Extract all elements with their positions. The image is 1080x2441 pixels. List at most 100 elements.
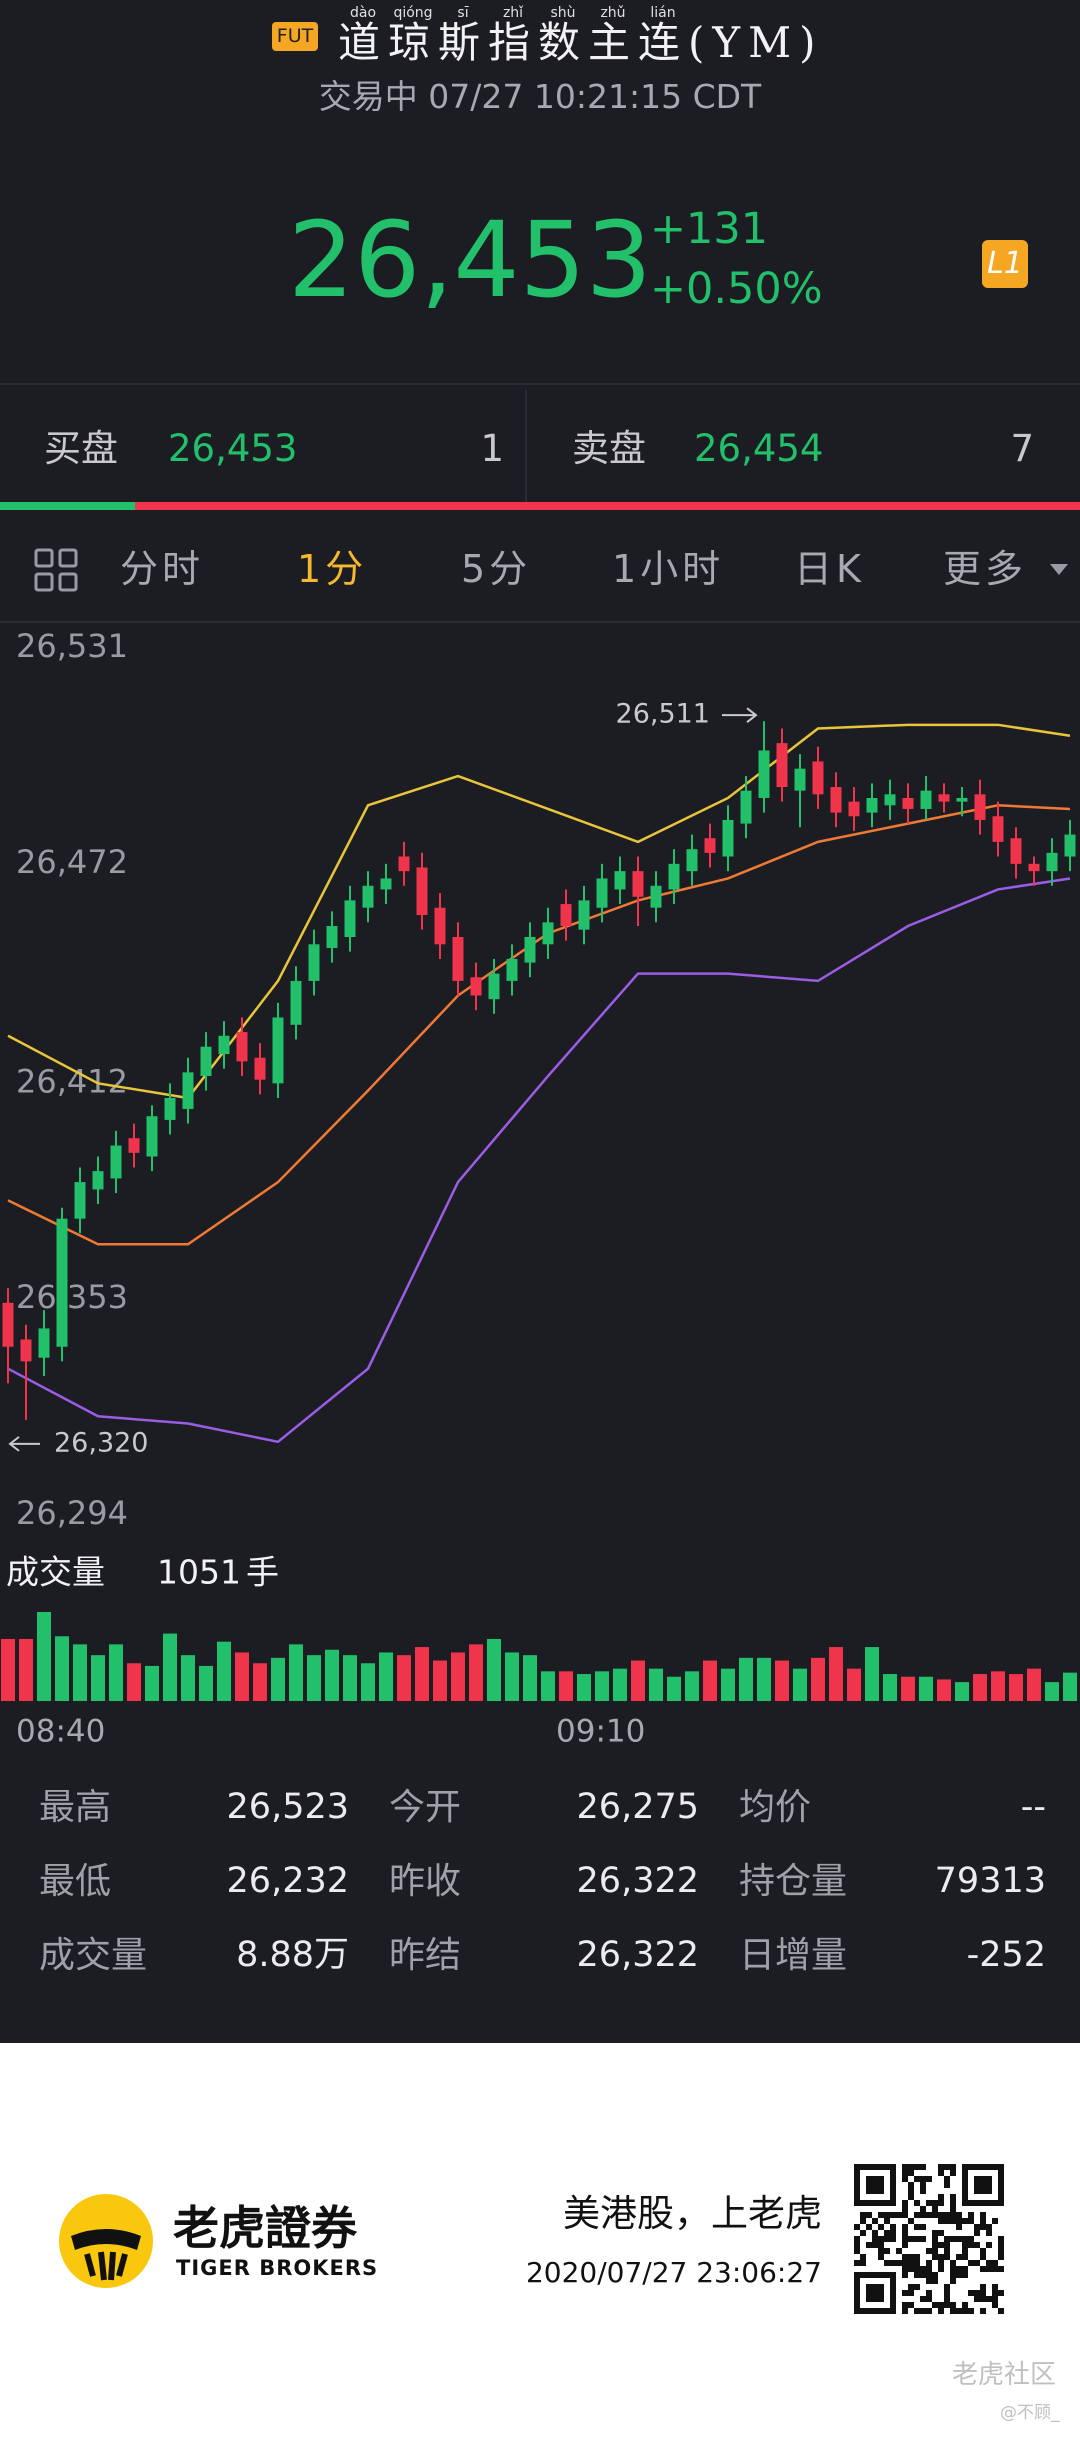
tab[interactable]: 更多	[943, 547, 1028, 591]
qr-module	[962, 2272, 968, 2278]
tab[interactable]: 日K	[794, 547, 865, 591]
pinyin: qióng	[393, 5, 433, 21]
volume-bar	[289, 1644, 303, 1701]
qr-module	[926, 2272, 932, 2278]
qr-module	[872, 2230, 878, 2236]
tab[interactable]: 5分	[461, 547, 532, 591]
qr-module	[926, 2290, 932, 2296]
qr-module	[950, 2260, 956, 2266]
candle-body	[506, 958, 518, 981]
stat-value: 26,322	[576, 1935, 699, 1975]
candle-body	[596, 878, 608, 908]
qr-module	[884, 2212, 890, 2218]
candle-body	[920, 790, 932, 809]
qr-module	[860, 2254, 866, 2260]
qr-module	[956, 2254, 962, 2260]
pinyin-row: dào qióng sī zhǐ shù zhǔ lián	[338, 6, 688, 22]
qr-module	[986, 2242, 992, 2248]
qr-module	[962, 2266, 968, 2272]
qr-module	[902, 2272, 908, 2278]
candle-body	[830, 787, 842, 813]
volume-bar	[667, 1676, 681, 1701]
qr-module	[896, 2212, 902, 2218]
qr-module	[878, 2212, 884, 2218]
candle-body	[1028, 863, 1040, 872]
volume-bar	[829, 1647, 843, 1701]
volume-bar	[415, 1647, 429, 1701]
qr-module	[902, 2224, 908, 2230]
pinyin: shù	[550, 5, 576, 21]
tab[interactable]: 分时	[120, 547, 205, 591]
candle-body	[938, 794, 950, 802]
qr-module	[908, 2302, 914, 2308]
qr-module	[878, 2242, 884, 2248]
pinyin: zhǐ	[502, 5, 524, 21]
qr-module	[860, 2230, 866, 2236]
qr-module	[938, 2254, 944, 2260]
qr-module	[998, 2266, 1004, 2272]
watermark: 老虎社区	[952, 2360, 1057, 2390]
volume-bar	[505, 1652, 519, 1701]
candle-body	[578, 900, 590, 930]
volume-bar	[145, 1665, 159, 1701]
qr-module	[944, 2242, 950, 2248]
candle-body	[290, 980, 302, 1025]
x-tick-label: 09:10	[556, 1714, 645, 1750]
qr-module	[920, 2176, 926, 2182]
qr-module	[932, 2236, 938, 2242]
qr-module	[998, 2236, 1004, 2242]
candle-body	[92, 1171, 104, 1190]
candle-body	[38, 1328, 50, 1358]
qr-module	[914, 2308, 920, 2314]
tab[interactable]: 1小时	[612, 547, 725, 591]
qr-module	[998, 2308, 1004, 2314]
qr-module	[932, 2200, 938, 2206]
y-tick-label: 26,531	[16, 627, 128, 665]
volume-bar	[559, 1671, 573, 1701]
qr-module	[938, 2308, 944, 2314]
candle-body	[632, 871, 644, 897]
volume-bar	[595, 1671, 609, 1701]
qr-module	[962, 2218, 968, 2224]
qr-module	[932, 2242, 938, 2248]
candle-body	[650, 885, 662, 908]
qr-module	[902, 2260, 908, 2266]
qr-module	[860, 2212, 866, 2218]
qr-module	[902, 2290, 908, 2296]
qr-module	[956, 2236, 962, 2242]
volume-bar	[469, 1644, 483, 1701]
pinyin: sī	[457, 5, 469, 21]
qr-module	[968, 2236, 974, 2242]
volume-bar	[793, 1668, 807, 1701]
candle-body	[164, 1097, 176, 1120]
timestamp: 2020/07/27 23:06:27	[525, 2256, 822, 2289]
stat-value: 26,322	[576, 1861, 699, 1901]
pinyin: lián	[650, 5, 676, 21]
candle-body	[722, 819, 734, 857]
candle-body	[416, 867, 428, 916]
volume-bar	[631, 1660, 645, 1701]
qr-module	[950, 2272, 956, 2278]
qr-module	[902, 2164, 908, 2170]
volume-current: 1051	[157, 1553, 241, 1592]
qr-module	[944, 2218, 950, 2224]
qr-module	[926, 2296, 932, 2302]
qr-module	[986, 2224, 992, 2230]
tab[interactable]: 1分	[297, 547, 368, 591]
qr-module	[914, 2224, 920, 2230]
high-label: 26,511	[616, 699, 710, 730]
qr-module	[902, 2236, 908, 2242]
qr-module	[878, 2248, 884, 2254]
qr-module	[938, 2194, 944, 2200]
qr-module	[980, 2290, 986, 2296]
qr-module	[992, 2296, 998, 2302]
volume-bar	[883, 1674, 897, 1701]
candle-body	[20, 1339, 32, 1362]
qr-module	[902, 2242, 908, 2248]
bid-price: 26,453	[168, 427, 298, 470]
brand: 老虎證券	[173, 2201, 357, 2255]
qr-module	[920, 2308, 926, 2314]
qr-module	[872, 2236, 878, 2242]
qr-module	[962, 2308, 968, 2314]
qr-module	[980, 2218, 986, 2224]
